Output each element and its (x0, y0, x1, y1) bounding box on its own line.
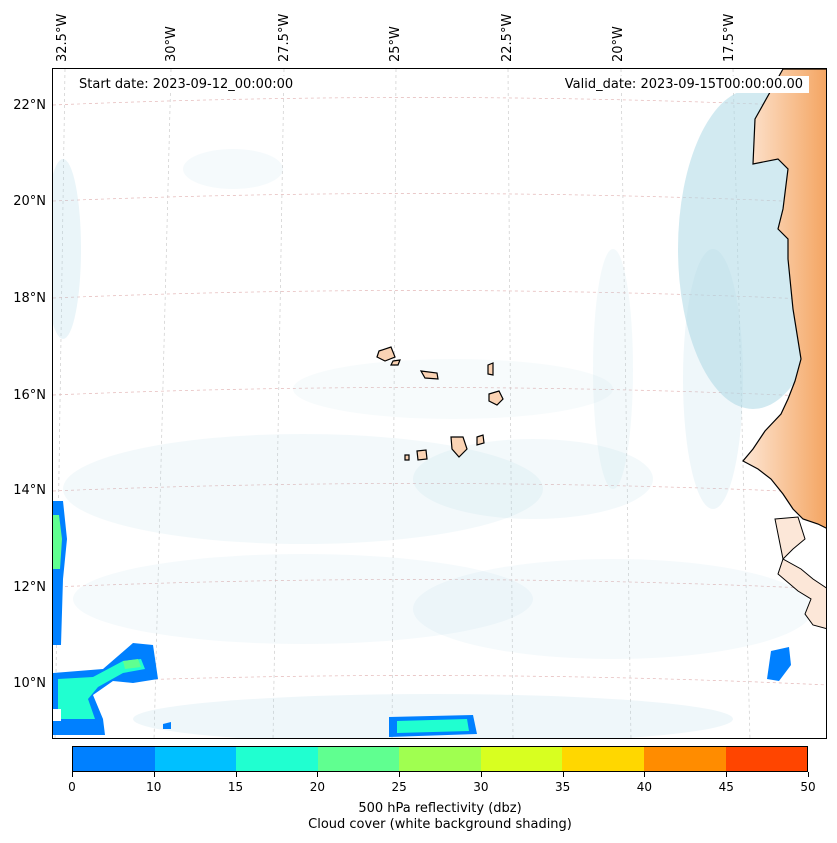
colorbar-tick-label: 50 (800, 780, 816, 794)
colorbar-tick (399, 772, 401, 777)
colorbar-tick-label: 15 (227, 780, 244, 794)
colorbar-caption-cloud-cover: Cloud cover (white background shading) (308, 817, 572, 832)
lon-label-27.5w: 27.5°W (277, 13, 292, 62)
colorbar-tick-label: 10 (146, 780, 162, 794)
map-canvas (53, 69, 826, 738)
colorbar-segment-5 (480, 747, 563, 771)
lat-label-20n: 20°N (13, 194, 46, 209)
africa-coastline (742, 69, 826, 529)
start-date-label: Start date: 2023-09-12_00:00:00 (73, 76, 300, 93)
lon-label-22.5w: 22.5°W (500, 13, 515, 62)
colorbar-caption-reflectivity: 500 hPa reflectivity (dbz) (358, 801, 522, 816)
colorbar-segment-8 (725, 747, 808, 771)
lat-label-22n: 22°N (13, 98, 46, 113)
colorbar-segment-1 (154, 747, 237, 771)
colorbar-segment-3 (317, 747, 400, 771)
cape-verde-islands (376, 346, 504, 461)
colorbar-tick (72, 772, 73, 777)
colorbar-tick (235, 772, 237, 777)
colorbar-tick (808, 772, 809, 777)
lat-gridlines (53, 97, 826, 686)
colorbar-segment-7 (643, 747, 726, 771)
colorbar-tick-label: 45 (718, 780, 734, 794)
lon-label-32.5w: 32.5°W (55, 13, 70, 62)
cloud-cover-shading (53, 89, 826, 738)
colorbar (72, 746, 808, 772)
colorbar-tick (562, 772, 564, 777)
colorbar-segment-4 (399, 747, 481, 771)
colorbar-tick (726, 772, 728, 777)
colorbar-tick (153, 772, 155, 777)
lat-label-16n: 16°N (13, 388, 46, 403)
lon-label-30w: 30°W (164, 26, 179, 62)
colorbar-tick (317, 772, 319, 777)
map-panel (52, 68, 827, 739)
lon-label-20w: 20°W (611, 26, 626, 62)
colorbar-tick-label: 20 (309, 780, 325, 794)
colorbar-segment-6 (562, 747, 644, 771)
colorbar-tick-label: 0 (68, 780, 76, 794)
gambia-guinea-coast (774, 516, 826, 629)
colorbar-tick-label: 25 (391, 780, 407, 794)
colorbar-tick-label: 40 (636, 780, 653, 794)
lat-label-14n: 14°N (13, 483, 46, 498)
valid-date-label: Valid_date: 2023-09-15T00:00:00.00 (558, 76, 809, 93)
colorbar-segment-2 (236, 747, 318, 771)
lat-label-10n: 10°N (13, 676, 46, 691)
colorbar-tick-label: 30 (473, 780, 489, 794)
colorbar-tick-label: 35 (555, 780, 571, 794)
lon-label-25w: 25°W (388, 26, 403, 62)
lat-label-18n: 18°N (13, 291, 46, 306)
colorbar-tick (480, 772, 482, 777)
lon-label-17.5w: 17.5°W (722, 13, 737, 62)
colorbar-tick (644, 772, 646, 777)
reflectivity-contours (53, 501, 791, 737)
colorbar-segment-0 (73, 747, 155, 771)
lat-label-12n: 12°N (13, 580, 46, 595)
